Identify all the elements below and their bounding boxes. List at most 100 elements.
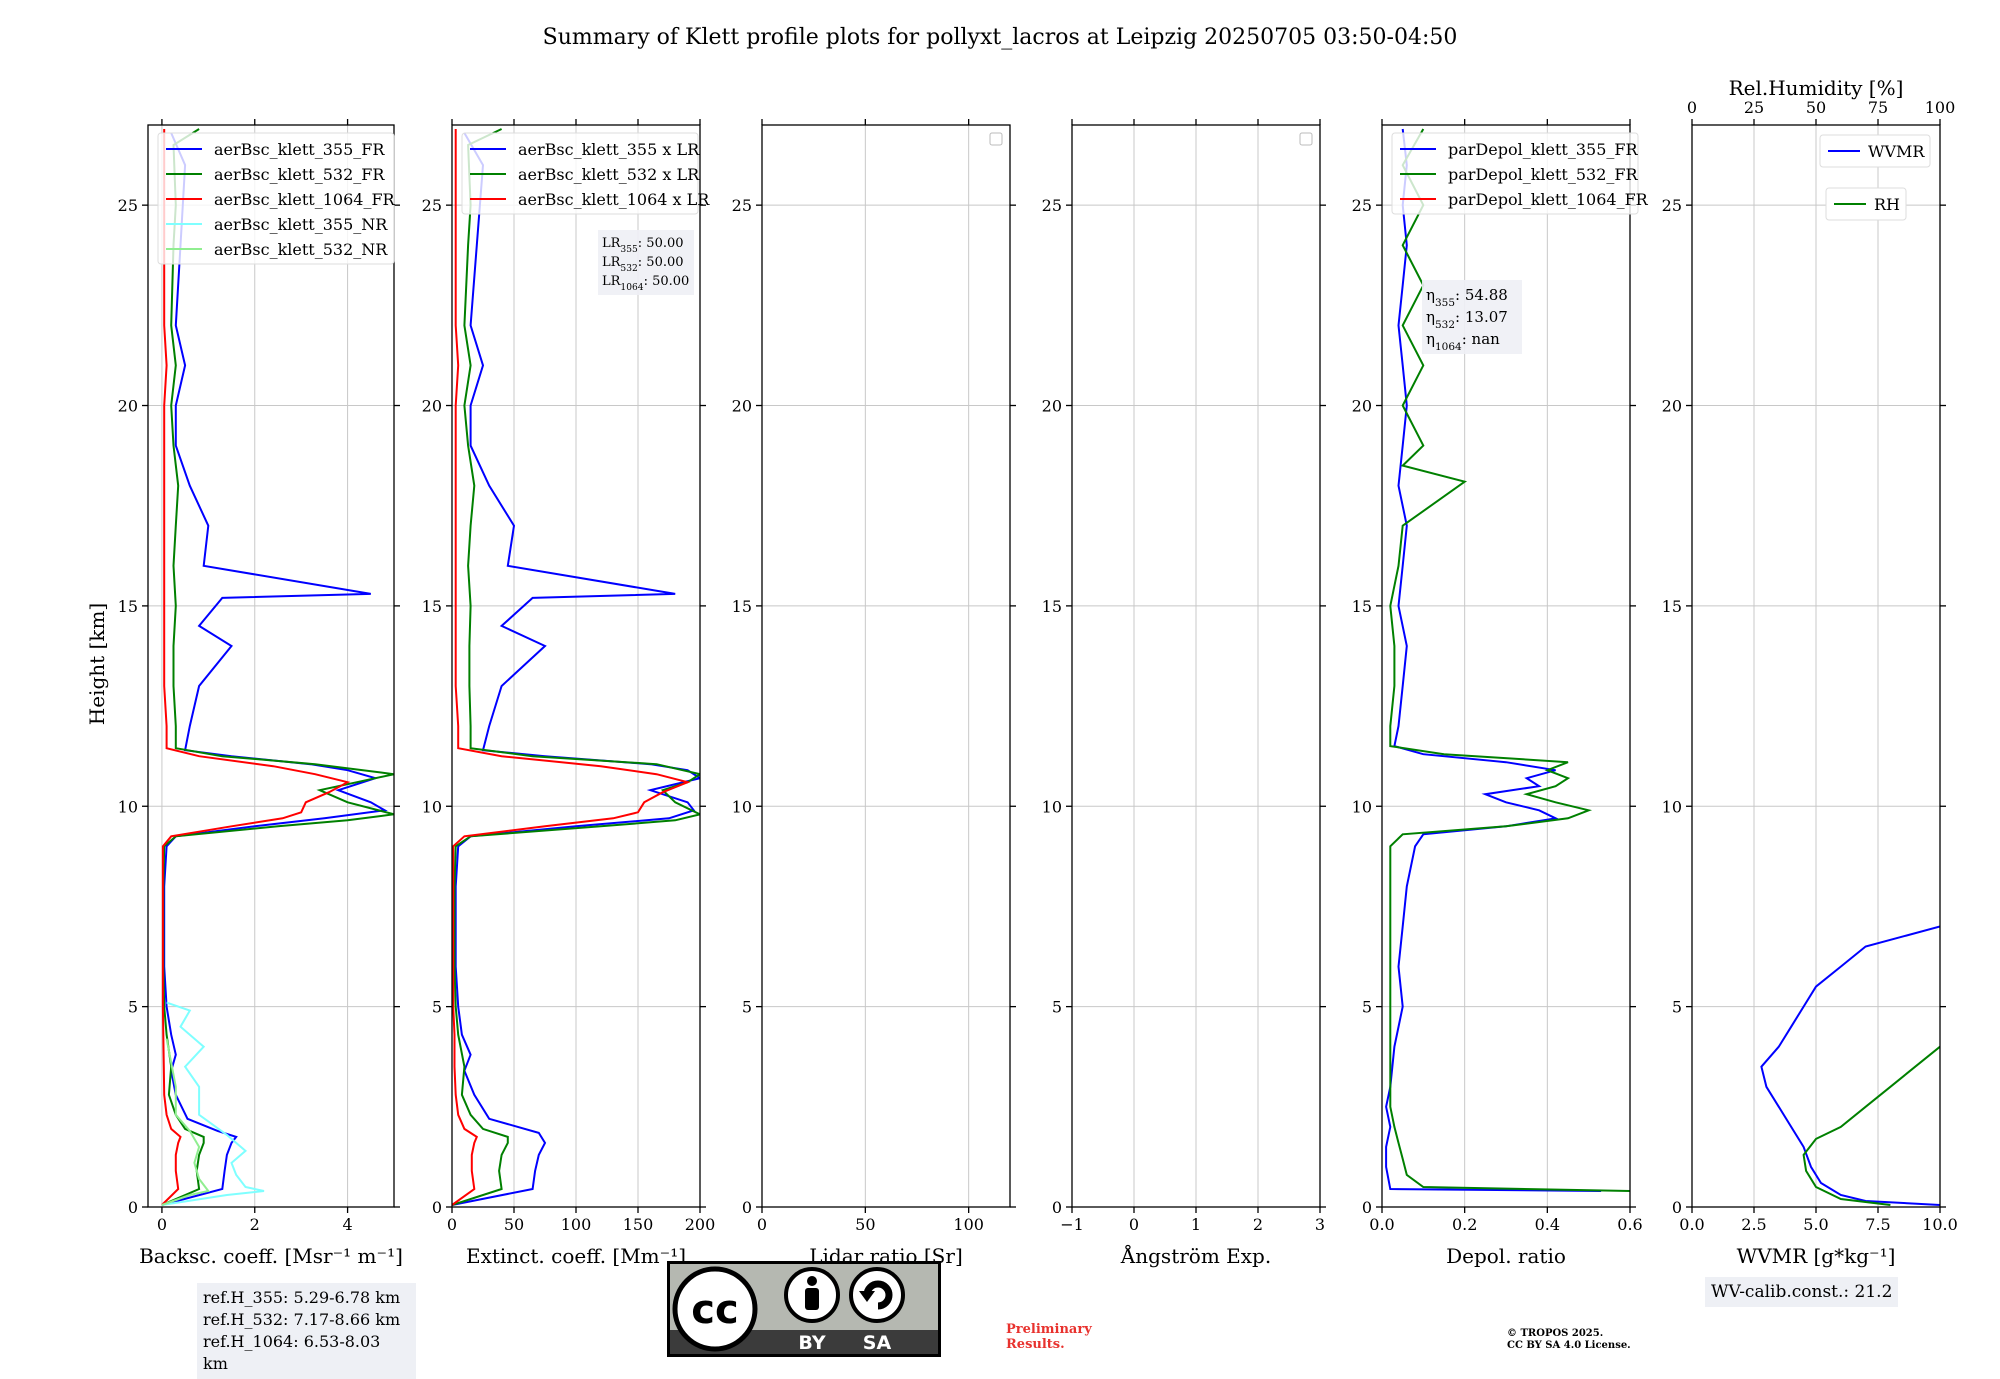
y-tick-label: 5: [1362, 998, 1372, 1017]
y-tick-label: 20: [118, 397, 138, 416]
annotation-box: [598, 230, 694, 295]
copyright-note: © TROPOS 2025. CC BY SA 4.0 License.: [1507, 1328, 1631, 1351]
x-tick-label: 0.0: [1679, 1215, 1704, 1234]
x-tick-label: 0.2: [1452, 1215, 1477, 1234]
panel-6: 0 5 10 15 20 25 0.0 2.5 5.0 7.5 10.0 WVMR [g*kg⁻¹] 0…: [1662, 76, 1958, 1268]
x-tick-label: 1: [1191, 1215, 1201, 1234]
x-tick-label: 150: [623, 1215, 654, 1234]
legend-entry: aerBsc_klett_532_FR: [214, 165, 385, 184]
cc-license-badge: cc BY SA: [667, 1261, 941, 1357]
series-group: [161, 128, 394, 1206]
empty-legend: [1299, 132, 1313, 146]
legend-box: [1819, 134, 1931, 168]
y-tick-label: 20: [1662, 397, 1682, 416]
legend-entry: aerBsc_klett_1064 x LR: [518, 190, 710, 209]
x-tick-label: 0.6: [1617, 1215, 1642, 1234]
series-line-1: [1760, 925, 1940, 1206]
x-tick-label: 200: [685, 1215, 716, 1234]
y-tick-label: 20: [1352, 397, 1372, 416]
by-label: BY: [798, 1332, 825, 1354]
y-tick-label: 25: [118, 196, 138, 215]
x-tick-label: 2: [250, 1215, 260, 1234]
plot-frame: [147, 124, 395, 1208]
y-tick-label: 15: [1042, 597, 1062, 616]
ref-height-1064: ref.H_1064: 6.53-8.03 km: [203, 1332, 381, 1373]
x-tick-label: 10.0: [1922, 1215, 1958, 1234]
cc-letters: cc: [691, 1287, 738, 1333]
top-x-tick-label: 100: [1925, 98, 1956, 117]
legend-entry: parDepol_klett_355_FR: [1448, 140, 1639, 159]
legend-entry: RH: [1874, 195, 1900, 214]
legend-box: [157, 132, 395, 265]
x-tick-label: 0.0: [1369, 1215, 1394, 1234]
y-tick-label: 10: [732, 797, 752, 816]
x-tick-label: 2.5: [1741, 1215, 1766, 1234]
annotation-box: [1422, 280, 1522, 354]
x-tick-label: 50: [855, 1215, 875, 1234]
x-tick-label: 50: [504, 1215, 524, 1234]
y-tick-label: 25: [1662, 196, 1682, 215]
ref-height-355: ref.H_355: 5.29-6.78 km: [203, 1288, 401, 1307]
legend-entry: aerBsc_klett_1064_FR: [214, 190, 396, 209]
legend-entry: WVMR: [1868, 142, 1925, 161]
sa-share-icon: [849, 1267, 905, 1323]
x-tick-label: 0.4: [1535, 1215, 1560, 1234]
y-tick-label: 10: [118, 797, 138, 816]
x-tick-label: 0: [757, 1215, 767, 1234]
y-tick-label: 5: [742, 998, 752, 1017]
y-tick-label: 10: [422, 797, 442, 816]
y-tick-label: 15: [1352, 597, 1372, 616]
series-line-3: [452, 129, 691, 1206]
y-tick-label: 0: [1672, 1198, 1682, 1217]
series-line-2: [161, 128, 394, 1206]
x-tick-label: −1: [1060, 1215, 1084, 1234]
y-tick-label: 20: [1042, 397, 1062, 416]
preliminary-note: Preliminary Results.: [1006, 1322, 1092, 1352]
y-tick-label: 10: [1042, 797, 1062, 816]
y-tick-label: 5: [432, 998, 442, 1017]
x-tick-label: 0: [157, 1215, 167, 1234]
x-axis-label: WVMR [g*kg⁻¹]: [1737, 1244, 1896, 1268]
series-line-2: [1802, 1045, 1940, 1206]
annotation-line: η1064: nan: [1426, 330, 1500, 353]
wv-calibration-box: WV-calib.const.: 21.2: [1705, 1277, 1899, 1307]
y-tick-label: 25: [1042, 196, 1062, 215]
x-tick-label: 7.5: [1865, 1215, 1890, 1234]
annotation-line: η355: 54.88: [1426, 286, 1508, 309]
reference-height-box: ref.H_355: 5.29-6.78 km ref.H_532: 7.17-…: [197, 1283, 416, 1379]
series-line-2: [1389, 128, 1630, 1192]
series-line-5: [161, 1038, 211, 1206]
annotation-line: η532: 13.07: [1426, 308, 1508, 331]
annotation-line: LR532: 50.00: [602, 255, 684, 274]
series-line-1: [1385, 128, 1602, 1192]
y-tick-label: 20: [732, 397, 752, 416]
y-axis-label: Height [km]: [85, 603, 109, 725]
y-tick-label: 0: [432, 1198, 442, 1217]
x-tick-label: 100: [561, 1215, 592, 1234]
figure-title: Summary of Klett profile plots for polly…: [543, 25, 1458, 50]
series-line-4: [161, 1001, 265, 1206]
x-tick-label: 4: [342, 1215, 352, 1234]
top-axis-label: Rel.Humidity [%]: [1729, 76, 1904, 100]
panel-1: 0 5 10 15 20 25 0 2 4 Backsc. coeff. [Msr⁻¹ m⁻¹] a…: [118, 119, 403, 1268]
panel-2: 0 5 10 15 20 25 0 50 100 150 200 Extinct. coeff. [M…: [422, 119, 716, 1268]
sa-label: SA: [863, 1332, 892, 1354]
y-tick-label: 0: [1362, 1198, 1372, 1217]
y-tick-label: 25: [732, 196, 752, 215]
y-tick-label: 5: [1672, 998, 1682, 1017]
x-tick-label: 100: [953, 1215, 984, 1234]
y-tick-label: 5: [1052, 998, 1062, 1017]
legend-entry: parDepol_klett_1064_FR: [1448, 190, 1649, 209]
legend-box: [461, 132, 699, 215]
top-x-tick-label: 50: [1806, 98, 1826, 117]
legend-entry: parDepol_klett_532_FR: [1448, 165, 1639, 184]
cc-circle-icon: [672, 1266, 758, 1352]
y-tick-label: 10: [1662, 797, 1682, 816]
y-tick-label: 15: [732, 597, 752, 616]
x-axis-label: Extinct. coeff. [Mm⁻¹]: [466, 1244, 686, 1268]
series-line-2: [452, 128, 700, 1206]
x-axis-label: Ångström Exp.: [1120, 1243, 1271, 1268]
legend-entry: aerBsc_klett_532 x LR: [518, 165, 700, 184]
